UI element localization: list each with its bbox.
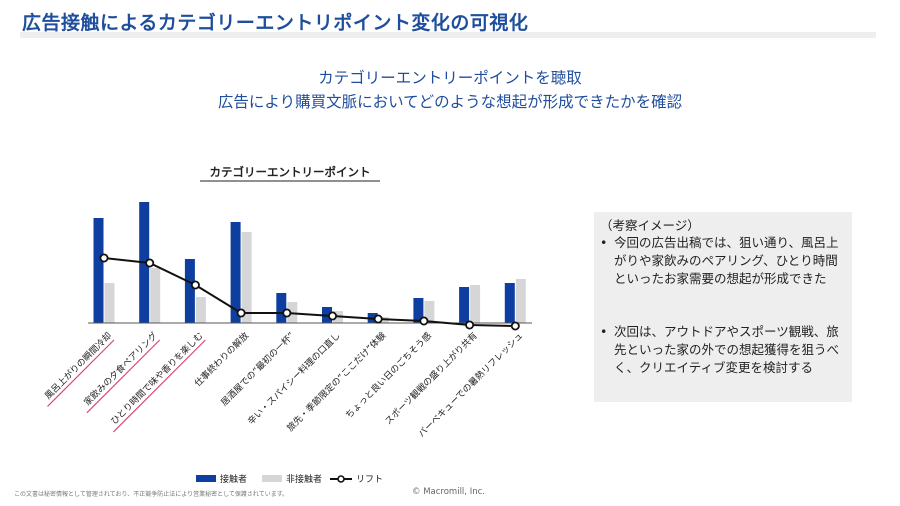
bar-exposed [276,293,287,323]
bar-unexposed [424,301,435,323]
lift-point [282,308,292,318]
confidential-notice: この文書は秘密情報として管理されており、不正競争防止法により営業秘密として保護さ… [14,491,289,498]
legend-label-exposed: 接触者 [220,473,247,485]
legend-label-lift: リフト [356,475,383,485]
copyright: © Macromill, Inc. [412,487,485,497]
bullet-icon: • [600,235,608,250]
bar-unexposed [195,297,206,323]
lift-point [465,320,475,330]
category-label: ひとり時間で味や香りを楽しむ [108,330,205,427]
insight-text: 次回は、アウトドアやスポーツ観戦、旅先といった家の外での想起獲得を狙うべく、クリ… [614,324,840,375]
bar-unexposed [104,283,115,323]
chart-title: カテゴリーエントリーポイント [210,165,371,179]
lift-point [190,280,200,290]
lift-line [103,257,516,327]
bar-unexposed [470,285,481,323]
bar-exposed [230,222,241,323]
bar-exposed [184,259,195,323]
category-label: 居酒屋での“最初の一杯” [218,330,297,409]
legend-label-unexposed: 非接触者 [286,473,322,485]
title-underline [20,32,876,38]
category-label: ちょっと良い日のごちそう感 [343,330,434,421]
bar-unexposed [515,279,526,323]
bar-exposed [413,298,424,323]
lift-point [373,314,383,324]
legend-swatch-unexposed [262,475,282,482]
highlight-underline [47,339,115,407]
bar-unexposed [241,232,252,323]
bullet-icon: • [600,324,608,339]
highlight-underline [113,339,206,433]
subtitle-line-1: カテゴリーエントリーポイントを聴取 [318,69,582,87]
category-label: 辛い・スパイシー料理の口直し [245,330,343,428]
lift-point [145,258,155,268]
legend-swatch-exposed [196,475,216,482]
category-label: 旅先・季節限定の“ここだけ”体験 [284,330,388,434]
legend-marker-lift [337,475,345,483]
bar-unexposed [150,268,161,323]
insight-text: 今回の広告出稿では、狙い通り、風呂上がりや家飲みのペアリング、ひとり時間といった… [614,235,839,286]
bar-exposed [504,283,515,323]
lift-point [510,321,520,331]
insight-box [594,212,852,402]
lift-point [236,308,246,318]
page-title: 広告接触によるカテゴリーエントリポイント変化の可視化 [22,12,529,34]
highlight-underline [86,339,161,414]
bar-exposed [93,218,104,323]
bar-exposed [459,287,470,323]
lift-point [419,316,429,326]
subtitle-line-2: 広告により購買文脈においてどのような想起が形成できたかを確認 [217,93,683,111]
lift-point [327,311,337,321]
insight-heading: （考察イメージ） [600,218,700,233]
category-label: スポーツ観戦の盛り上がり共有 [382,330,479,427]
lift-point [99,253,109,263]
category-label: 家飲みの夕食ペアリング [81,330,159,408]
